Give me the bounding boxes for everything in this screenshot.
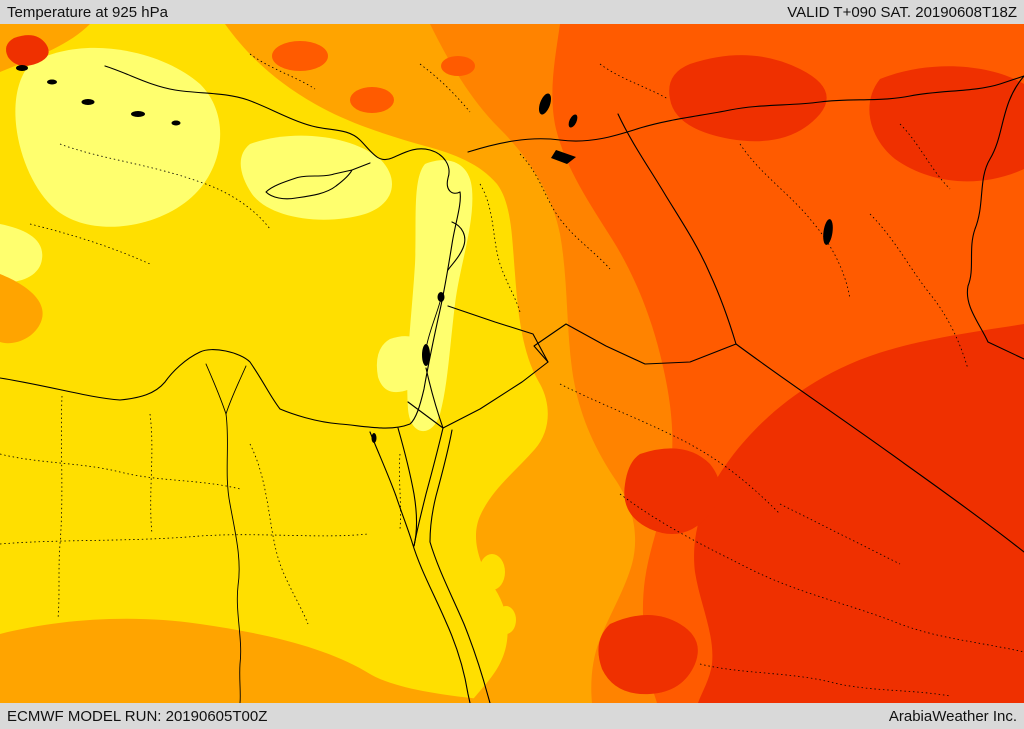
lake-turkey-2 xyxy=(568,114,578,128)
map-area xyxy=(0,24,1024,703)
cyprus-outline xyxy=(265,162,371,200)
red-patch-south xyxy=(598,615,698,695)
gulf-suez-east-shore xyxy=(397,427,418,547)
pale-patch-negev xyxy=(376,336,426,393)
model-run-label: ECMWF MODEL RUN: 20190605T00Z xyxy=(7,707,268,725)
red-patch-northeast-2 xyxy=(869,66,1024,182)
lebanon-border xyxy=(447,221,466,271)
sea-of-galilee xyxy=(437,292,445,302)
red-region-southeast xyxy=(694,324,1024,703)
ored-blob-turkey-3 xyxy=(441,56,475,76)
dead-sea xyxy=(422,344,430,366)
weather-map-canvas xyxy=(0,24,1024,703)
map-title: Temperature at 925 hPa xyxy=(7,3,168,21)
nile-delta-branch-west xyxy=(205,363,227,415)
water-bodies-layer xyxy=(16,65,833,443)
turkey-coastline xyxy=(104,65,461,194)
iraq-saudi-border xyxy=(735,343,1024,553)
attribution-label: ArabiaWeather Inc. xyxy=(888,707,1017,725)
jordan-saudi-border xyxy=(442,323,737,429)
nile-delta-branch-east xyxy=(225,365,247,415)
gulf-aqaba-west-shore xyxy=(413,427,444,547)
ored-blob-turkey-2 xyxy=(350,87,394,113)
aegean-island-1 xyxy=(16,65,28,71)
egypt-red-sea-coast xyxy=(411,541,471,703)
yellow-detail-2 xyxy=(496,606,516,634)
footer-bar: ECMWF MODEL RUN: 20190605T00Z ArabiaWeat… xyxy=(0,703,1024,729)
island-rhodes xyxy=(131,111,145,117)
pale-patch-aegean xyxy=(15,47,221,227)
pale-patch-cyprus-sea xyxy=(240,135,392,220)
lake-turkey-1 xyxy=(538,93,552,115)
bitter-lake xyxy=(371,433,377,443)
syria-iraq-border xyxy=(617,113,737,345)
aegean-island-4 xyxy=(171,120,181,126)
lake-assad xyxy=(551,150,576,164)
orange-tongue-left xyxy=(0,274,43,344)
iran-iraq-border xyxy=(966,75,1024,360)
valid-time-label: VALID T+090 SAT. 20190608T18Z xyxy=(787,3,1017,21)
red-patch-central xyxy=(624,448,720,534)
israel-jordan-border xyxy=(425,367,444,429)
levant-egypt-coastline xyxy=(0,191,461,429)
temperature-fill-layer xyxy=(0,24,1024,703)
lake-tharthar xyxy=(823,219,833,245)
admin-boundaries-layer xyxy=(0,53,1024,697)
jordan-river xyxy=(426,301,441,345)
ored-blob-turkey-1 xyxy=(272,41,328,71)
header-bar: Temperature at 925 hPa VALID T+090 SAT. … xyxy=(0,0,1024,24)
yellow-detail-1 xyxy=(479,554,505,590)
country-borders-layer xyxy=(0,65,1024,703)
red-patch-northeast-1 xyxy=(669,55,827,142)
turkey-syria-border xyxy=(467,75,1024,153)
nile-river xyxy=(225,413,242,703)
aegean-island-3 xyxy=(81,99,95,105)
gulf-suez-west-shore xyxy=(369,431,413,543)
syria-jordan-border xyxy=(447,305,549,363)
gulf-aqaba-east-shore xyxy=(429,429,453,543)
pale-patch-left-edge xyxy=(0,224,43,283)
israel-egypt-border xyxy=(407,401,444,429)
red-blob-topleft xyxy=(6,35,49,66)
saudi-red-sea-coast xyxy=(429,541,491,703)
aegean-island-2 xyxy=(47,79,57,85)
